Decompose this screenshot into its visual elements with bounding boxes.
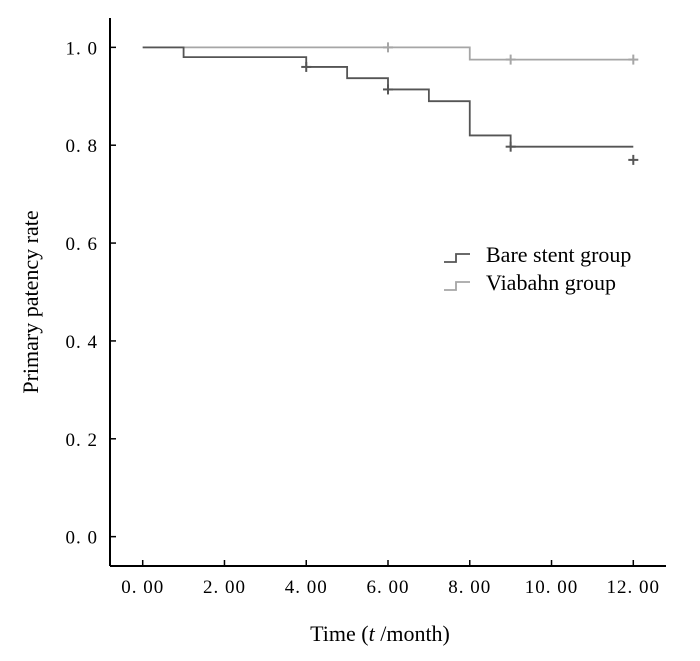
- x-tick-label: 8. 00: [448, 577, 491, 598]
- y-tick-label: 1. 0: [66, 38, 99, 59]
- x-axis-title-prefix: Time (: [310, 621, 368, 646]
- y-tick-label: 0. 0: [66, 528, 99, 549]
- series-line-bare-stent-group: [142, 46, 634, 148]
- x-axis-title: Time (t /month): [310, 621, 450, 646]
- x-tick-label: 10. 00: [525, 577, 579, 598]
- censor-mark-bare-stent-group: [383, 84, 393, 95]
- x-tick-label: 12. 00: [607, 577, 661, 598]
- x-tick-label: 6. 00: [367, 577, 410, 598]
- censor-mark-bare-stent-group: [505, 141, 516, 152]
- x-tick-label: 4. 00: [285, 577, 328, 598]
- x-tick-label: 0. 00: [121, 577, 164, 598]
- censor-mark-viabahn-group: [505, 54, 516, 65]
- x-axis-title-suffix: /month): [375, 621, 450, 646]
- censor-mark-viabahn-group: [383, 42, 393, 53]
- x-axis-title-variable: t: [369, 621, 376, 646]
- censor-mark-bare-stent-group: [628, 154, 639, 165]
- x-tick-label: 2. 00: [203, 577, 246, 598]
- x-ticks: 0. 00 2. 00 4. 00 6. 00 8. 00 10. 00 12. 00: [121, 560, 661, 598]
- y-axis-title: Primary patency rate: [18, 210, 43, 393]
- censor-mark-bare-stent-group: [301, 61, 312, 72]
- y-tick-label: 0. 8: [66, 136, 99, 157]
- legend-swatch-bare-stent-group: [444, 253, 470, 263]
- y-tick-label: 0. 6: [66, 234, 99, 255]
- y-tick-label: 0. 4: [66, 332, 99, 353]
- series-line-viabahn-group: [142, 46, 634, 61]
- legend: Bare stent group Viabahn group: [444, 242, 631, 295]
- legend-label-bare-stent-group: Bare stent group: [486, 242, 631, 267]
- legend-label-viabahn-group: Viabahn group: [486, 270, 616, 295]
- y-ticks: 0. 0 0. 2 0. 4 0. 6 0. 8 1. 0: [66, 38, 116, 549]
- y-tick-label: 0. 2: [66, 430, 99, 451]
- series-layer: [142, 42, 639, 165]
- legend-swatch-viabahn-group: [444, 281, 470, 291]
- censor-mark-viabahn-group: [628, 54, 639, 65]
